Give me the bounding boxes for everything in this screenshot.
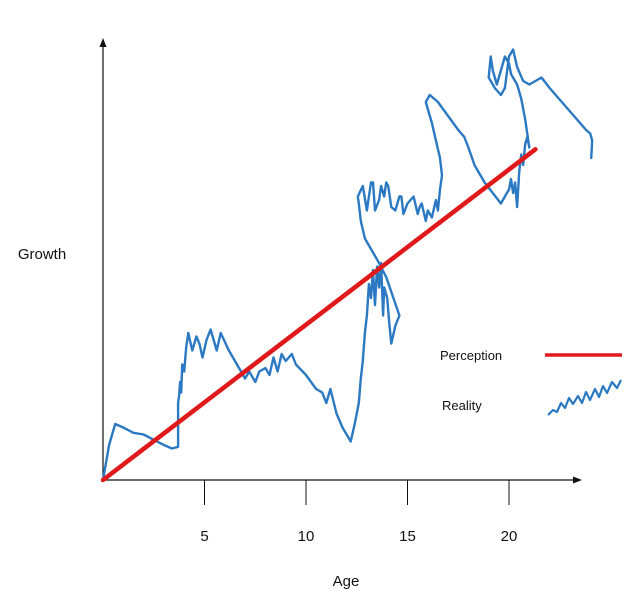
legend: Perception Reality: [440, 348, 622, 416]
legend-item-reality: Reality: [442, 379, 622, 416]
y-axis-arrow: [99, 38, 107, 47]
x-tick-label-10: 10: [298, 528, 315, 545]
legend-label-perception: Perception: [440, 348, 502, 363]
x-ticks: 5 10 15 20: [200, 480, 517, 545]
x-axis-arrow: [573, 476, 582, 484]
legend-label-reality: Reality: [442, 398, 482, 413]
series-line-reality: [101, 48, 594, 482]
series-line-perception: [100, 147, 538, 483]
legend-swatch-reality: [547, 379, 622, 416]
x-axis-title: Age: [333, 573, 360, 590]
y-axis-title: Growth: [18, 246, 66, 263]
series-layer: [100, 48, 594, 483]
axes: [99, 38, 582, 484]
x-tick-label-15: 15: [399, 528, 416, 545]
x-tick-label-5: 5: [200, 528, 208, 545]
legend-item-perception: Perception: [440, 348, 622, 363]
x-tick-label-20: 20: [501, 528, 518, 545]
